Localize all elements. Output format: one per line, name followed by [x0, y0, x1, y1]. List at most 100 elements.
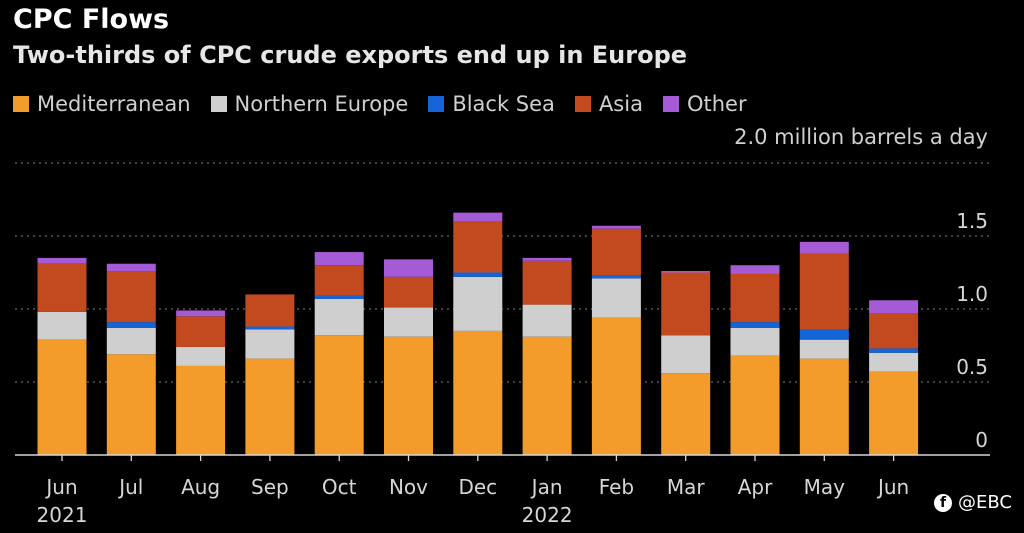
watermark: f @EBC [934, 492, 1012, 513]
x-tick-label: Nov [389, 475, 428, 499]
bar-segment [453, 276, 503, 331]
x-tick-label: Jun [876, 475, 909, 499]
bar-segment [37, 263, 87, 312]
bar-segment [453, 212, 503, 222]
bar-segment [799, 241, 849, 254]
bar-segment [384, 276, 433, 308]
legend-label: Northern Europe [234, 92, 409, 116]
legend-label: Mediterranean [37, 92, 191, 116]
bar-segment [314, 295, 364, 299]
bar-segment [314, 298, 364, 336]
x-tick-label: Aug [181, 475, 220, 499]
bar-segment [314, 265, 364, 296]
x-tick-label: Apr [738, 475, 773, 499]
bar-segment [384, 307, 433, 337]
bar-segment [661, 271, 711, 273]
bar-segment [799, 358, 849, 455]
bar-segment [176, 310, 226, 317]
bar-segment [245, 294, 295, 327]
chart-title: CPC Flows [13, 4, 170, 35]
bar-segment [453, 272, 503, 277]
x-tick-label: Jul [117, 475, 143, 499]
x-tick-label: Jun [44, 475, 77, 499]
bar-segment [245, 326, 295, 330]
bar-segment [591, 228, 641, 276]
bar-segment [591, 275, 641, 279]
y-tick-label: 1.0 [956, 282, 988, 306]
bar-segment [869, 300, 919, 314]
legend-item: Black Sea [428, 92, 555, 116]
bar-segment [522, 304, 572, 337]
bar-segment [384, 336, 433, 455]
legend-swatch [662, 96, 679, 112]
y-tick-label: 1.5 [956, 209, 988, 233]
y-tick-label: 0 [975, 428, 988, 452]
bar-segment [106, 263, 156, 272]
bar-segment [522, 336, 572, 455]
bar-segment [799, 339, 849, 359]
bar-segment [106, 327, 156, 355]
units-label: 2.0 million barrels a day [734, 125, 988, 149]
bar-segment [37, 311, 87, 340]
bar-segment [730, 273, 780, 323]
bar-segment [176, 316, 226, 347]
bar-segment [730, 322, 780, 328]
legend-item: Other [662, 92, 747, 116]
x-tick-label: Mar [667, 475, 706, 499]
facebook-icon: f [934, 493, 953, 512]
legend-item: Asia [574, 92, 643, 116]
bar-segment [176, 365, 226, 455]
bar-segment [245, 358, 295, 455]
bar-segment [730, 327, 780, 356]
bar-segment [661, 373, 711, 455]
x-year-label: 2021 [37, 503, 88, 527]
legend-label: Black Sea [452, 92, 555, 116]
bar-segment [245, 329, 295, 359]
bar-segment [591, 317, 641, 455]
bar-segment [730, 265, 780, 274]
legend-label: Asia [598, 92, 643, 116]
x-tick-label: Jan [530, 475, 563, 499]
legend-label: Other [686, 92, 747, 116]
bar-segment [453, 330, 503, 455]
chart-legend: Mediterranean Northern Europe Black Sea Asi… [13, 92, 747, 116]
bar-segment [176, 346, 226, 366]
bar-segment [869, 313, 919, 349]
bar-segment [37, 257, 87, 264]
x-year-label: 2022 [522, 503, 573, 527]
bar-segment [314, 335, 364, 455]
bar-segment [799, 253, 849, 330]
x-tick-label: Oct [322, 475, 357, 499]
legend-swatch [428, 96, 445, 112]
bar-segment [37, 339, 87, 455]
legend-swatch [13, 96, 29, 112]
bar-segment [661, 272, 711, 336]
x-tick-label: Feb [599, 475, 634, 499]
bar-segment [869, 348, 919, 353]
bar-segment [869, 371, 919, 455]
bar-segment [106, 271, 156, 323]
bar-segment [106, 322, 156, 328]
legend-swatch [210, 96, 227, 112]
bar-segment [453, 221, 503, 273]
bar-segment [314, 252, 364, 266]
legend-swatch [574, 96, 591, 112]
bar-segment [869, 352, 919, 372]
x-tick-label: Dec [458, 475, 497, 499]
legend-item: Mediterranean [13, 92, 191, 116]
bar-segment [591, 225, 641, 229]
x-tick-label: May [804, 475, 846, 499]
bar-segment [591, 278, 641, 318]
bar-segment [799, 329, 849, 340]
bar-segment [106, 354, 156, 455]
bar-segment [522, 260, 572, 305]
chart-subtitle: Two-thirds of CPC crude exports end up i… [13, 41, 688, 69]
legend-item: Northern Europe [210, 92, 409, 116]
y-tick-label: 0.5 [956, 355, 988, 379]
watermark-text: @EBC [958, 492, 1012, 513]
x-tick-label: Sep [251, 475, 289, 499]
bar-segment [384, 259, 433, 277]
bar-segment [730, 355, 780, 455]
bar-segment [522, 257, 572, 261]
